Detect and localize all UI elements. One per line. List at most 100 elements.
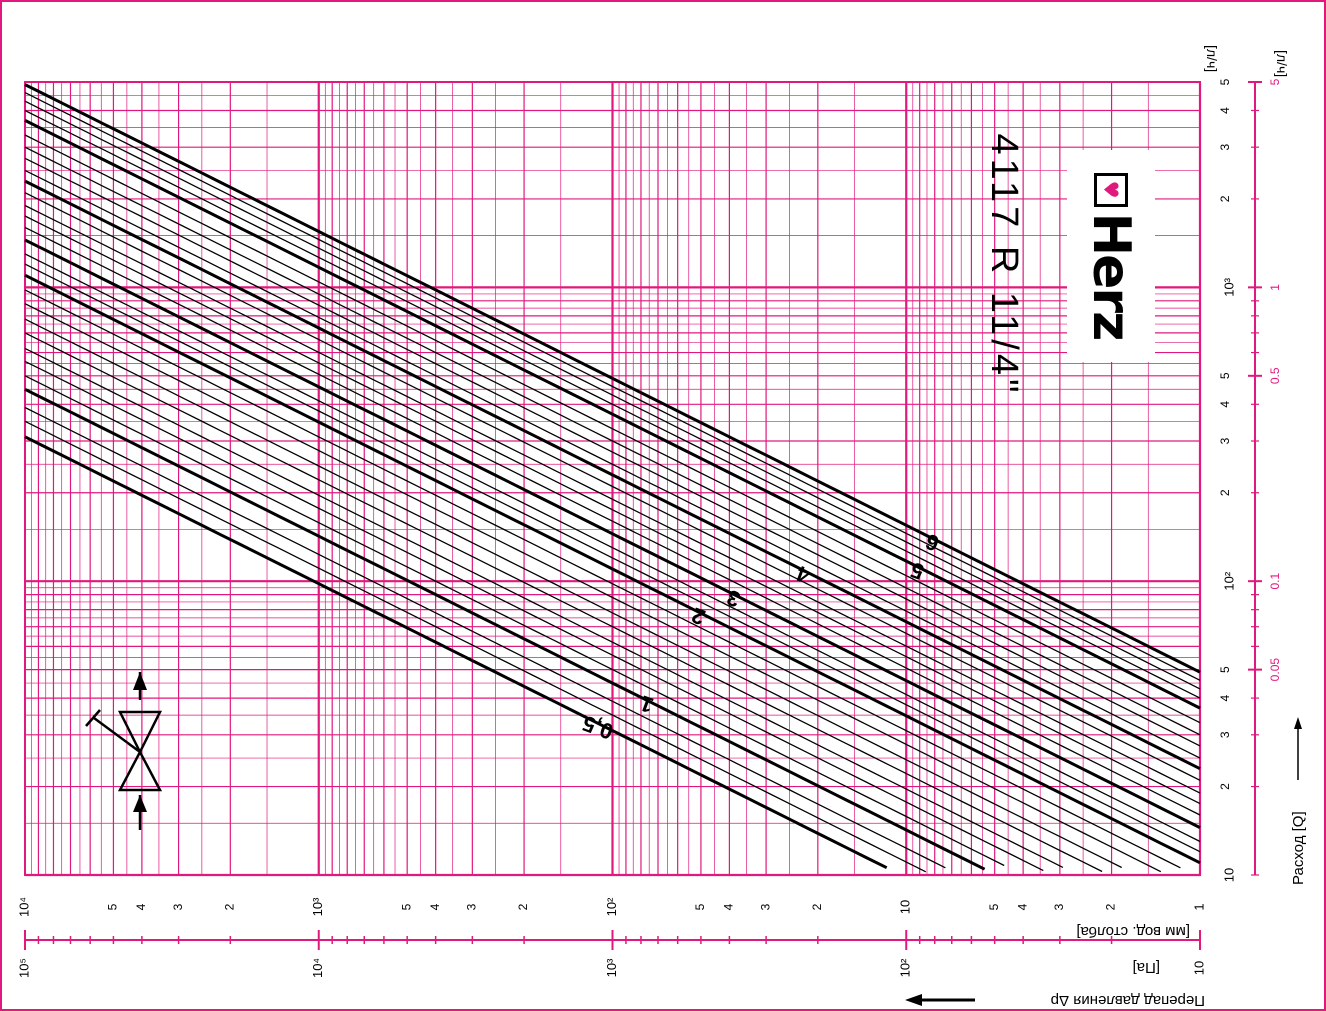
curve-label: 1 bbox=[637, 691, 657, 719]
y-unit-lph: [л/ч] bbox=[1204, 45, 1220, 73]
curve-thin bbox=[24, 134, 1201, 724]
curve-setting bbox=[24, 435, 888, 870]
curve-thin bbox=[24, 146, 1201, 736]
curve-thin bbox=[24, 109, 1201, 699]
y-axis-title: Расход [Q] bbox=[1290, 811, 1307, 885]
y-tick-label-minor: 2 bbox=[1218, 489, 1232, 496]
curve-thin bbox=[24, 303, 1162, 873]
curve-thin bbox=[24, 263, 1201, 853]
y-tick-label-minor: 2 bbox=[1218, 783, 1232, 790]
curve-thin bbox=[24, 157, 1201, 747]
curve-setting bbox=[24, 273, 1201, 865]
y-tick-label-m3h: 5 bbox=[1268, 78, 1282, 85]
x-tick-label-mmwc: 10⁴ bbox=[16, 897, 31, 917]
x-tick-label-pa: 10² bbox=[898, 958, 913, 977]
plot-border bbox=[24, 81, 1201, 876]
curve-thin bbox=[24, 347, 1064, 868]
x-tick-label-minor: 2 bbox=[516, 903, 530, 910]
x-tick-label-pa: 10 bbox=[1191, 961, 1206, 975]
y-tick-label-lph: 10² bbox=[1221, 571, 1236, 590]
curve-setting bbox=[24, 238, 1201, 829]
x-tick-label-minor: 4 bbox=[722, 903, 736, 910]
curve-setting bbox=[24, 387, 986, 871]
y-tick-label-minor: 2 bbox=[1218, 195, 1232, 202]
brand-name: Herz bbox=[1081, 212, 1141, 340]
x-tick-label-mmwc: 1 bbox=[1191, 903, 1206, 910]
y-tick-label-minor: 4 bbox=[1218, 107, 1232, 114]
x-axis-title: Перепад давления Δp bbox=[1050, 992, 1205, 1009]
y-tick-label-minor: 4 bbox=[1218, 694, 1232, 701]
y-tick-label-minor: 3 bbox=[1218, 437, 1232, 444]
curve-thin bbox=[24, 332, 1103, 873]
curve-thin bbox=[24, 92, 1201, 681]
y-tick-label-lph: 10 bbox=[1221, 868, 1236, 882]
y-tick-label-minor: 5 bbox=[1218, 78, 1232, 85]
curve-thin bbox=[24, 215, 1201, 805]
heart-icon: ♥ bbox=[1094, 172, 1128, 207]
x-tick-label-minor: 3 bbox=[758, 903, 772, 910]
curve-label: 3 bbox=[723, 585, 743, 613]
curve-thin bbox=[24, 375, 1005, 867]
y-tick-label-m3h: 0.05 bbox=[1268, 658, 1282, 682]
x-tick-label-minor: 2 bbox=[1104, 903, 1118, 910]
x-tick-label-minor: 4 bbox=[428, 903, 442, 910]
x-tick-label-minor: 3 bbox=[1052, 903, 1066, 910]
x-tick-label-pa: 10⁵ bbox=[16, 958, 31, 978]
curve-thin bbox=[24, 360, 1044, 872]
y-axis-arrow-icon bbox=[1294, 717, 1302, 780]
x-tick-label-minor: 3 bbox=[465, 903, 479, 910]
x-tick-label-minor: 2 bbox=[810, 903, 824, 910]
x-tick-label-mmwc: 10 bbox=[898, 900, 913, 914]
curve-label: 2 bbox=[688, 602, 708, 630]
y-tick-label-minor: 5 bbox=[1218, 372, 1232, 379]
x-tick-label-mmwc: 10³ bbox=[310, 897, 325, 916]
y-tick-label-m3h: 0.1 bbox=[1268, 573, 1282, 590]
y-tick-label-lph: 10³ bbox=[1221, 277, 1236, 296]
y-tick-label-m3h: 1 bbox=[1268, 284, 1282, 291]
x-tick-label-minor: 5 bbox=[106, 903, 120, 910]
x-tick-label-mmwc: 10² bbox=[604, 897, 619, 916]
curve-thin bbox=[24, 406, 946, 869]
x-tick-label-minor: 5 bbox=[987, 903, 1001, 910]
curve-label: 4 bbox=[792, 560, 813, 588]
axis-ticks: 11023451010²234510²10³234510³10⁴234510⁴1… bbox=[16, 0, 1282, 978]
model-label-box: 4117 R 11/4" bbox=[980, 120, 1028, 410]
grid-major bbox=[24, 81, 1202, 877]
x-tick-label-pa: 10³ bbox=[604, 958, 619, 977]
curve-thin bbox=[24, 169, 1201, 759]
y-tick-label-minor: 5 bbox=[1218, 666, 1232, 673]
curve-thin bbox=[24, 318, 1122, 869]
curve-setting bbox=[24, 179, 1201, 771]
curves bbox=[24, 83, 1201, 873]
x-tick-label-minor: 2 bbox=[222, 903, 236, 910]
y-unit-m3h: [л/ч] bbox=[1274, 50, 1290, 78]
x-tick-label-minor: 4 bbox=[1015, 903, 1029, 910]
y-tick-label-minor: 4 bbox=[1218, 401, 1232, 408]
x-unit-pa: [Па] bbox=[1132, 959, 1160, 976]
x-tick-label-minor: 5 bbox=[693, 903, 707, 910]
curve-thin bbox=[24, 204, 1201, 794]
curve-setting bbox=[24, 83, 1201, 674]
x-tick-label-pa: 10⁴ bbox=[310, 958, 325, 978]
model-label: 4117 R 11/4" bbox=[983, 133, 1026, 397]
curve-thin bbox=[24, 289, 1181, 869]
curve-thin bbox=[24, 226, 1201, 816]
curve-thin bbox=[24, 420, 927, 873]
curve-thin bbox=[24, 192, 1201, 781]
x-tick-label-minor: 5 bbox=[399, 903, 413, 910]
x-tick-label-minor: 4 bbox=[134, 903, 148, 910]
brand-logo: ♥ Herz bbox=[1067, 150, 1155, 362]
y-tick-label-minor: 3 bbox=[1218, 731, 1232, 738]
valve-symbol-icon bbox=[85, 672, 163, 830]
curve-thin bbox=[24, 100, 1201, 690]
y-tick-label-m3h: 0.5 bbox=[1268, 367, 1282, 384]
x-tick-label-minor: 3 bbox=[171, 903, 185, 910]
x-axis-arrow-icon bbox=[905, 994, 975, 1006]
y-tick-label-minor: 3 bbox=[1218, 144, 1232, 151]
curve-thin bbox=[24, 253, 1201, 843]
curve-setting bbox=[24, 119, 1201, 710]
x-unit-mmwc: [мм вод. столба] bbox=[1076, 923, 1190, 940]
